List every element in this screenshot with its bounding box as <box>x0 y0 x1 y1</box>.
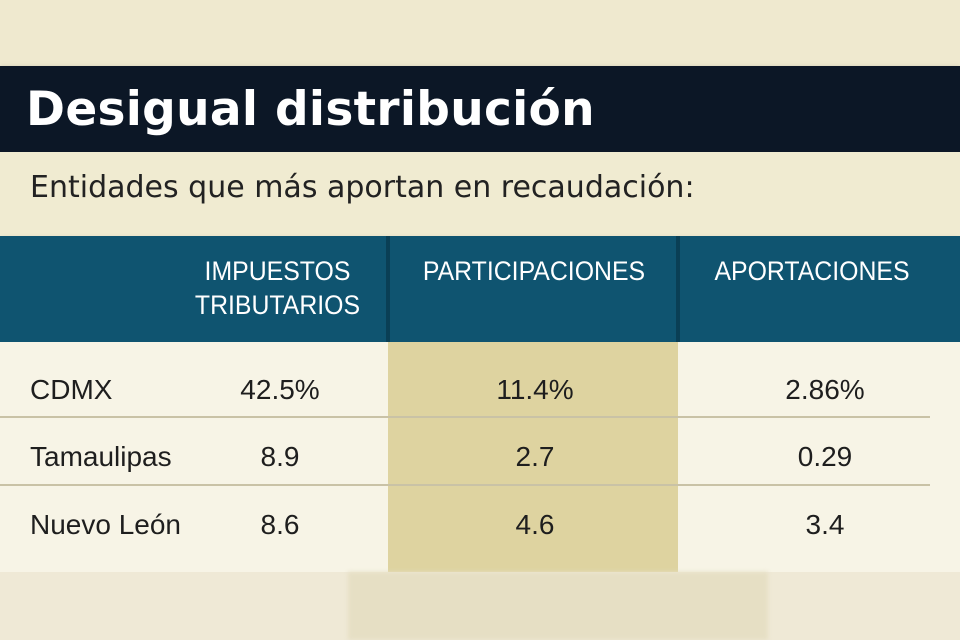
row-divider <box>0 416 930 418</box>
row-entity-nuevo-leon: Nuevo León <box>30 509 182 540</box>
cell-participaciones-cdmx: 11.4% <box>496 374 574 405</box>
cell-impuestos-nuevo-leon: 8.6 <box>260 509 300 540</box>
table-header: IMPUESTOS TRIBUTARIOS PARTICIPACIONES AP… <box>0 236 960 342</box>
chart-subtitle: Entidades que más aportan en recaudación… <box>30 170 695 205</box>
cell-participaciones-nuevo-leon: 4.6 <box>515 509 555 540</box>
chart-title: Desigual distribución <box>26 82 595 137</box>
cell-aportaciones-tamaulipas: 0.29 <box>797 441 853 472</box>
row-entity-cdmx: CDMX <box>30 374 113 405</box>
subtitle-area: Entidades que más aportan en recaudación… <box>0 152 960 236</box>
column-header-participaciones: PARTICIPACIONES <box>422 256 646 286</box>
header-divider <box>676 236 680 342</box>
highlight-column <box>388 342 678 572</box>
title-bar: Desigual distribución <box>0 66 960 152</box>
cell-participaciones-tamaulipas: 2.7 <box>515 441 555 472</box>
column-header-impuestos: IMPUESTOS TRIBUTARIOS <box>194 256 361 320</box>
column-header-aportaciones: APORTACIONES <box>714 256 910 286</box>
cell-impuestos-tamaulipas: 8.9 <box>260 441 300 472</box>
cell-impuestos-cdmx: 42.5% <box>240 374 320 405</box>
row-entity-tamaulipas: Tamaulipas <box>30 441 172 472</box>
row-divider <box>0 484 930 486</box>
bottom-strip <box>0 572 960 640</box>
cell-aportaciones-nuevo-leon: 3.4 <box>805 509 845 540</box>
blurred-background <box>348 572 768 640</box>
header-divider <box>386 236 390 342</box>
top-strip <box>0 0 960 66</box>
data-table: IMPUESTOS TRIBUTARIOS PARTICIPACIONES AP… <box>0 236 960 572</box>
cell-aportaciones-cdmx: 2.86% <box>785 374 865 405</box>
